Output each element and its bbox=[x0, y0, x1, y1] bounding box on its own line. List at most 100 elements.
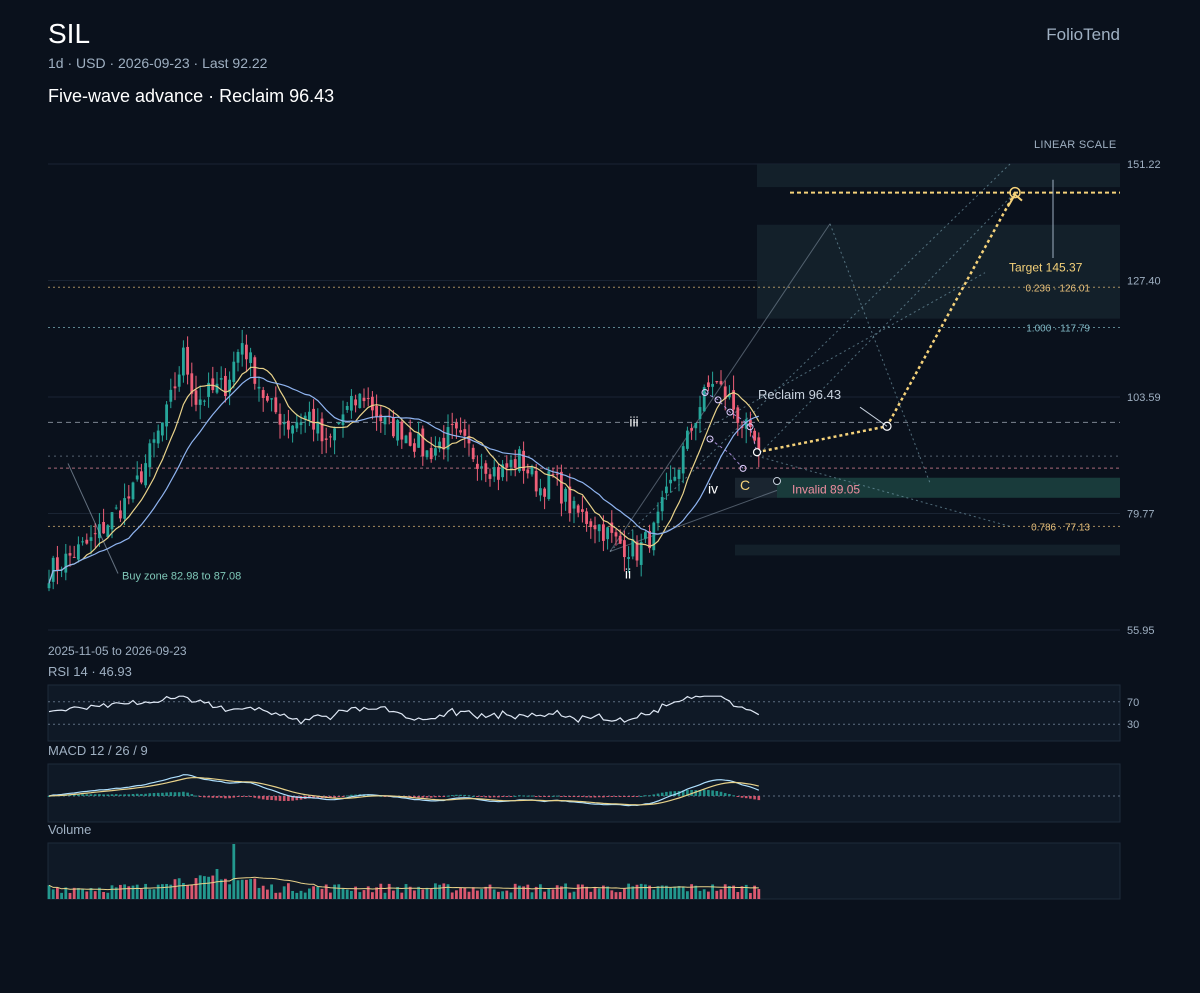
buy-zone bbox=[777, 477, 1120, 498]
candle-body bbox=[114, 507, 118, 509]
macd-histogram-bar bbox=[81, 794, 84, 796]
volume-bar bbox=[585, 886, 588, 899]
macd-histogram-bar bbox=[295, 796, 299, 801]
volume-bar bbox=[425, 887, 429, 899]
macd-histogram-bar bbox=[723, 793, 727, 796]
candle-body bbox=[392, 417, 395, 437]
candles bbox=[47, 329, 761, 592]
volume-bar bbox=[719, 889, 723, 899]
candle-body bbox=[72, 556, 76, 558]
candle-body bbox=[690, 428, 693, 431]
macd-histogram-bar bbox=[744, 796, 748, 799]
candle-body bbox=[194, 390, 198, 405]
scale-label[interactable]: LINEAR SCALE bbox=[1034, 139, 1117, 151]
macd-histogram-bar bbox=[291, 796, 294, 801]
macd-histogram-bar bbox=[329, 796, 332, 798]
candle-body bbox=[677, 469, 681, 479]
macd-histogram-bar bbox=[484, 796, 488, 798]
candle-body bbox=[253, 357, 257, 384]
volume-bar bbox=[501, 891, 504, 899]
candle-body bbox=[425, 450, 429, 458]
volume-bar bbox=[408, 886, 412, 899]
fast-ma-line bbox=[48, 366, 760, 584]
macd-histogram-bar bbox=[312, 796, 315, 799]
candle-body bbox=[299, 422, 303, 425]
candle-body bbox=[257, 386, 261, 389]
macd-histogram-bar bbox=[728, 794, 731, 796]
candle-body bbox=[408, 432, 412, 446]
candle-body bbox=[131, 482, 135, 500]
volume-bar bbox=[308, 888, 311, 899]
macd-histogram-bar bbox=[698, 790, 702, 796]
volume-bar bbox=[551, 889, 555, 899]
macd-histogram-bar bbox=[165, 792, 168, 796]
macd-histogram-bar bbox=[152, 793, 156, 796]
volume-bar bbox=[375, 887, 378, 899]
macd-histogram-bar bbox=[110, 794, 114, 796]
macd-histogram-bar bbox=[534, 796, 538, 797]
candle-body bbox=[665, 486, 668, 494]
target-node bbox=[1009, 186, 1021, 199]
volume-bar bbox=[85, 891, 89, 899]
macd-histogram-bar bbox=[652, 794, 656, 796]
volume-bar bbox=[581, 884, 584, 899]
macd-histogram-bar bbox=[753, 796, 756, 800]
wave-path bbox=[704, 392, 758, 453]
volume-bar bbox=[488, 884, 492, 899]
candle-body bbox=[371, 396, 374, 411]
macd-histogram-bar bbox=[282, 796, 286, 801]
candle-body bbox=[312, 408, 315, 430]
candle-body bbox=[639, 542, 643, 565]
candle-body bbox=[480, 466, 483, 468]
wave-label-C: C bbox=[740, 477, 750, 493]
candle-body bbox=[56, 557, 59, 571]
macd-histogram-bar bbox=[581, 796, 584, 798]
candle-body bbox=[152, 439, 156, 443]
candle-body bbox=[383, 417, 387, 425]
macd-histogram-bar bbox=[249, 796, 252, 797]
candle-body bbox=[261, 390, 265, 398]
volume-bar bbox=[358, 892, 362, 899]
candle-body bbox=[287, 420, 290, 430]
candle-body bbox=[551, 474, 555, 476]
volume-bar bbox=[434, 883, 437, 899]
volume-bar bbox=[404, 884, 408, 899]
macd-histogram-bar bbox=[253, 796, 257, 798]
macd-histogram-bar bbox=[480, 796, 483, 797]
macd-histogram-bar bbox=[492, 796, 496, 798]
volume-bar bbox=[127, 886, 131, 899]
candle-body bbox=[581, 509, 584, 512]
macd-histogram-bar bbox=[341, 796, 345, 797]
candle-body bbox=[400, 421, 404, 440]
candle-body bbox=[728, 394, 731, 398]
candle-body bbox=[467, 436, 471, 444]
y-tick-label: 151.22 bbox=[1127, 159, 1161, 171]
volume-bar bbox=[740, 886, 744, 899]
y-tick-label: 103.59 bbox=[1127, 392, 1161, 404]
volume-bar bbox=[597, 888, 601, 899]
volume-panel bbox=[47, 842, 1121, 900]
candle-body bbox=[681, 446, 685, 474]
candle-body bbox=[236, 351, 240, 363]
macd-histogram-bar bbox=[182, 791, 185, 796]
candle-body bbox=[455, 422, 458, 429]
macd-histogram-bar bbox=[707, 789, 710, 796]
ticker-title: SIL bbox=[48, 18, 91, 49]
candle-body bbox=[140, 471, 143, 483]
candle-body bbox=[64, 553, 68, 573]
macd-histogram-bar bbox=[543, 796, 546, 797]
candle-body bbox=[135, 475, 139, 480]
candle-body bbox=[715, 381, 719, 383]
candle-body bbox=[509, 459, 513, 467]
candle-body bbox=[119, 510, 122, 519]
macd-histogram-bar bbox=[127, 794, 131, 796]
volume-bar bbox=[652, 889, 656, 899]
candle-body bbox=[110, 512, 114, 530]
volume-bar bbox=[295, 892, 299, 899]
candle-body bbox=[219, 378, 223, 380]
volume-bar bbox=[698, 890, 702, 899]
fan-line bbox=[756, 192, 1016, 457]
volume-label: Volume bbox=[48, 822, 92, 837]
volume-bar bbox=[106, 892, 110, 899]
candle-body bbox=[669, 479, 672, 484]
